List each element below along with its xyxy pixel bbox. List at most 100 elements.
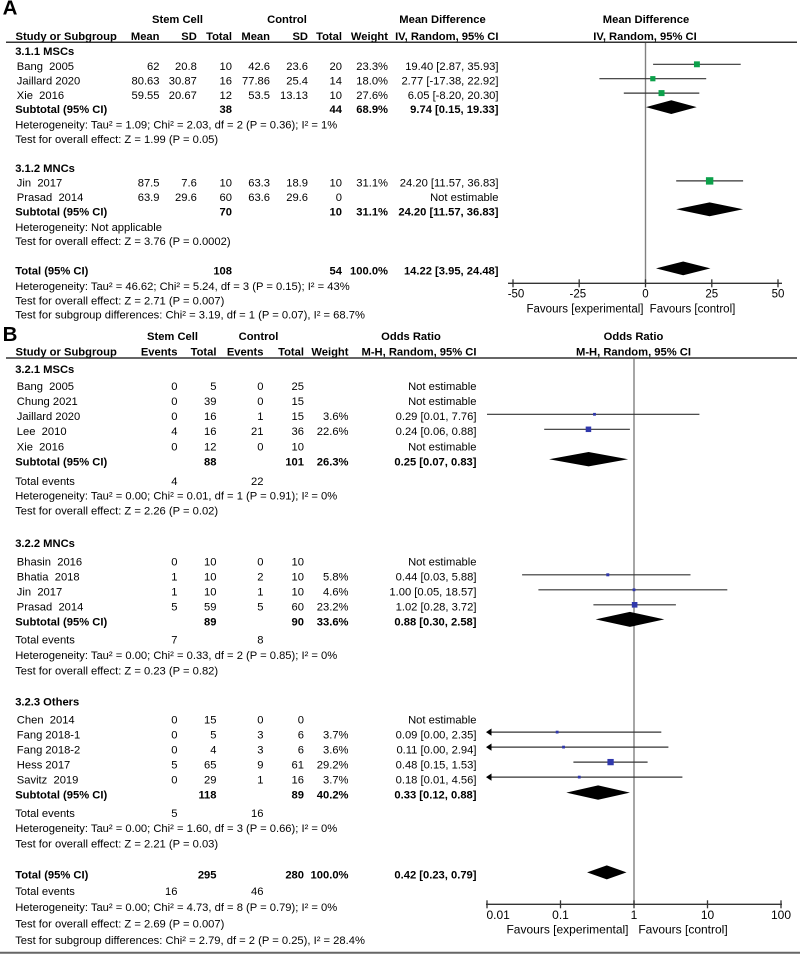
svg-text:3: 3	[257, 745, 263, 757]
svg-text:4.6%: 4.6%	[323, 587, 349, 599]
svg-text:7: 7	[171, 635, 177, 647]
svg-text:0.25 [0.07, 0.83]: 0.25 [0.07, 0.83]	[394, 456, 476, 468]
svg-text:Total events: Total events	[15, 808, 75, 820]
svg-text:2: 2	[257, 572, 263, 584]
svg-text:89: 89	[292, 790, 304, 802]
svg-text:Total (95% CI): Total (95% CI)	[15, 870, 88, 882]
svg-text:101: 101	[285, 456, 304, 468]
svg-text:0.29 [0.01, 7.76]: 0.29 [0.01, 7.76]	[396, 411, 477, 423]
svg-text:10: 10	[701, 908, 715, 922]
svg-text:280: 280	[285, 870, 304, 882]
svg-text:29.6: 29.6	[175, 192, 197, 204]
svg-text:9: 9	[257, 760, 263, 772]
svg-text:0: 0	[171, 715, 177, 727]
svg-text:Total: Total	[278, 346, 304, 358]
svg-text:6: 6	[298, 745, 304, 757]
svg-text:5: 5	[171, 808, 177, 820]
svg-text:5: 5	[210, 730, 216, 742]
svg-text:0: 0	[171, 557, 177, 569]
svg-text:3: 3	[257, 730, 263, 742]
svg-text:0.11 [0.00, 2.94]: 0.11 [0.00, 2.94]	[396, 745, 476, 757]
svg-text:Mean Difference: Mean Difference	[399, 14, 485, 26]
svg-text:0: 0	[257, 557, 263, 569]
svg-text:5: 5	[171, 760, 177, 772]
svg-text:16: 16	[292, 775, 304, 787]
svg-text:Heterogeneity: Tau² = 0.00; Ch: Heterogeneity: Tau² = 0.00; Chi² = 4.73,…	[15, 902, 337, 914]
svg-text:Not estimable: Not estimable	[408, 715, 476, 727]
svg-text:24.20 [11.57, 36.83]: 24.20 [11.57, 36.83]	[400, 178, 499, 190]
svg-text:Total (95% CI): Total (95% CI)	[15, 266, 88, 278]
svg-text:0.09 [0.00, 2.35]: 0.09 [0.00, 2.35]	[396, 730, 477, 742]
svg-text:Xie 2016: Xie 2016	[17, 90, 64, 102]
svg-text:39: 39	[204, 396, 216, 408]
svg-text:54: 54	[330, 266, 343, 278]
svg-text:16: 16	[204, 411, 216, 423]
svg-text:22.6%: 22.6%	[317, 426, 349, 438]
svg-text:90: 90	[292, 617, 304, 629]
svg-text:Test for overall effect: Z = 2: Test for overall effect: Z = 2.26 (P = 0…	[15, 506, 218, 518]
svg-text:70: 70	[220, 206, 232, 218]
svg-text:Chen 2014: Chen 2014	[17, 715, 75, 727]
svg-text:Heterogeneity: Tau² = 0.00; Ch: Heterogeneity: Tau² = 0.00; Chi² = 1.60,…	[15, 823, 337, 835]
svg-text:10: 10	[204, 557, 216, 569]
svg-text:8: 8	[257, 635, 263, 647]
svg-text:Bhasin 2016: Bhasin 2016	[17, 557, 82, 569]
svg-text:44: 44	[330, 104, 343, 116]
svg-text:0.33 [0.12, 0.88]: 0.33 [0.12, 0.88]	[394, 790, 476, 802]
svg-text:10: 10	[292, 557, 304, 569]
svg-text:12: 12	[220, 90, 232, 102]
svg-text:Lee 2010: Lee 2010	[17, 426, 67, 438]
svg-text:Weight: Weight	[311, 346, 348, 358]
svg-text:Events: Events	[141, 346, 178, 358]
svg-text:5: 5	[257, 602, 263, 614]
svg-text:68.9%: 68.9%	[356, 104, 388, 116]
svg-text:0: 0	[257, 715, 263, 727]
svg-text:10: 10	[204, 572, 216, 584]
svg-text:Heterogeneity: Tau² = 0.00; Ch: Heterogeneity: Tau² = 0.00; Chi² = 0.01,…	[15, 491, 337, 503]
svg-text:1: 1	[631, 908, 638, 922]
svg-text:6.05 [-8.20, 20.30]: 6.05 [-8.20, 20.30]	[408, 90, 499, 102]
svg-text:60: 60	[220, 192, 232, 204]
svg-text:50: 50	[772, 289, 785, 301]
svg-text:22: 22	[251, 476, 263, 488]
svg-text:23.2%: 23.2%	[317, 602, 349, 614]
svg-text:Favours [control]: Favours [control]	[650, 303, 736, 315]
svg-text:23.3%: 23.3%	[356, 61, 388, 73]
svg-text:M-H, Random, 95% CI: M-H, Random, 95% CI	[576, 346, 691, 358]
svg-text:10: 10	[220, 61, 232, 73]
svg-text:1: 1	[257, 587, 263, 599]
svg-text:10: 10	[292, 587, 304, 599]
svg-text:Stem Cell: Stem Cell	[152, 14, 203, 26]
svg-text:0.48 [0.15, 1.53]: 0.48 [0.15, 1.53]	[396, 760, 477, 772]
svg-text:16: 16	[251, 808, 263, 820]
svg-text:Bang 2005: Bang 2005	[17, 381, 74, 393]
svg-text:Not estimable: Not estimable	[408, 381, 476, 393]
svg-text:Weight: Weight	[351, 31, 388, 43]
svg-text:Jin 2017: Jin 2017	[17, 587, 62, 599]
svg-text:-25: -25	[569, 289, 586, 301]
svg-text:6: 6	[298, 730, 304, 742]
svg-text:0: 0	[257, 441, 263, 453]
svg-text:25: 25	[292, 381, 304, 393]
svg-text:Test for subgroup differences:: Test for subgroup differences: Chi² = 3.…	[15, 310, 365, 322]
svg-text:Subtotal (95% CI): Subtotal (95% CI)	[15, 790, 107, 802]
svg-text:Heterogeneity: Tau² = 46.62; C: Heterogeneity: Tau² = 46.62; Chi² = 5.24…	[15, 281, 350, 293]
svg-text:A: A	[3, 0, 18, 20]
svg-text:5.8%: 5.8%	[323, 572, 349, 584]
svg-text:B: B	[3, 323, 18, 346]
svg-text:10: 10	[220, 178, 232, 190]
svg-text:Subtotal (95% CI): Subtotal (95% CI)	[15, 617, 107, 629]
svg-text:18.0%: 18.0%	[356, 75, 388, 87]
svg-text:Study or Subgroup: Study or Subgroup	[16, 31, 117, 43]
svg-text:0.24 [0.06, 0.88]: 0.24 [0.06, 0.88]	[396, 426, 477, 438]
svg-text:20: 20	[330, 61, 342, 73]
svg-text:Not estimable: Not estimable	[430, 192, 498, 204]
svg-text:0.01: 0.01	[487, 908, 511, 922]
svg-text:0: 0	[171, 441, 177, 453]
svg-text:19.40 [2.87, 35.93]: 19.40 [2.87, 35.93]	[405, 61, 498, 73]
svg-text:10: 10	[330, 206, 342, 218]
svg-text:65: 65	[204, 760, 216, 772]
svg-text:5: 5	[210, 381, 216, 393]
svg-text:Not estimable: Not estimable	[408, 441, 476, 453]
svg-text:Bang 2005: Bang 2005	[17, 61, 74, 73]
